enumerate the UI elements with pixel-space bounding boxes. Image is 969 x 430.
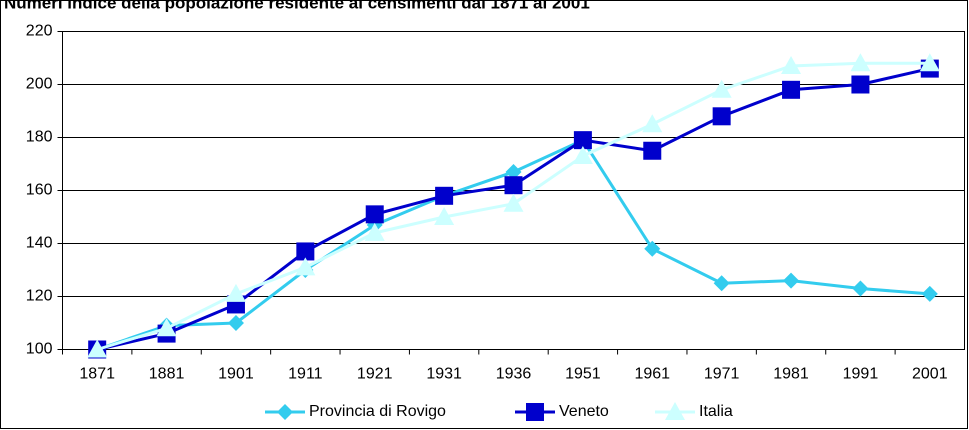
y-tick-label: 120 xyxy=(26,288,53,305)
data-point xyxy=(850,53,871,72)
data-point xyxy=(919,53,940,72)
y-tick-label: 220 xyxy=(26,23,53,40)
data-point xyxy=(365,205,384,224)
data-point xyxy=(156,318,177,337)
data-point xyxy=(503,193,524,212)
data-point xyxy=(711,79,732,98)
x-tick-label: 1921 xyxy=(357,366,393,383)
data-point xyxy=(643,141,662,160)
legend-marker xyxy=(526,403,544,421)
chart-title: Numeri indice della popolazione resident… xyxy=(4,0,590,12)
data-point xyxy=(364,222,385,241)
x-tick-label: 1911 xyxy=(288,366,323,383)
x-tick-label: 1981 xyxy=(773,366,809,383)
x-tick-label: 1871 xyxy=(79,366,115,383)
data-point xyxy=(227,315,244,331)
x-tick-label: 1931 xyxy=(426,366,462,383)
data-point xyxy=(87,339,108,358)
x-tick-label: 2001 xyxy=(912,366,948,383)
data-point xyxy=(852,280,869,297)
data-point xyxy=(783,272,800,289)
data-point xyxy=(505,163,522,180)
data-point xyxy=(642,114,663,133)
legend-marker xyxy=(277,404,293,420)
x-tick-label: 1961 xyxy=(634,366,670,383)
y-tick-label: 100 xyxy=(26,341,53,358)
data-point xyxy=(851,75,870,94)
data-point xyxy=(296,242,315,261)
x-tick-label: 1971 xyxy=(704,366,740,383)
legend-label: Provincia di Rovigo xyxy=(309,403,446,420)
data-point xyxy=(782,80,801,99)
legend-marker xyxy=(665,402,685,420)
y-tick-label: 180 xyxy=(26,129,53,146)
data-point xyxy=(295,257,316,276)
data-point xyxy=(572,146,593,165)
x-tick-label: 1936 xyxy=(496,366,532,383)
x-tick-label: 1901 xyxy=(218,366,254,383)
data-point xyxy=(225,283,246,302)
data-point xyxy=(573,131,592,150)
x-tick-label: 1991 xyxy=(843,366,879,383)
data-point xyxy=(712,107,731,126)
data-point xyxy=(921,285,938,302)
data-point xyxy=(504,176,523,195)
legend-label: Italia xyxy=(699,403,733,420)
legend-label: Veneto xyxy=(559,403,609,420)
data-point xyxy=(644,240,661,257)
x-tick-label: 1951 xyxy=(565,366,601,383)
y-tick-label: 200 xyxy=(26,76,53,93)
x-tick-label: 1881 xyxy=(149,366,185,383)
data-point xyxy=(781,55,802,74)
y-tick-label: 140 xyxy=(26,235,53,252)
data-point xyxy=(713,275,730,292)
data-point xyxy=(434,207,455,225)
y-tick-label: 160 xyxy=(26,182,53,199)
data-point xyxy=(435,186,454,205)
